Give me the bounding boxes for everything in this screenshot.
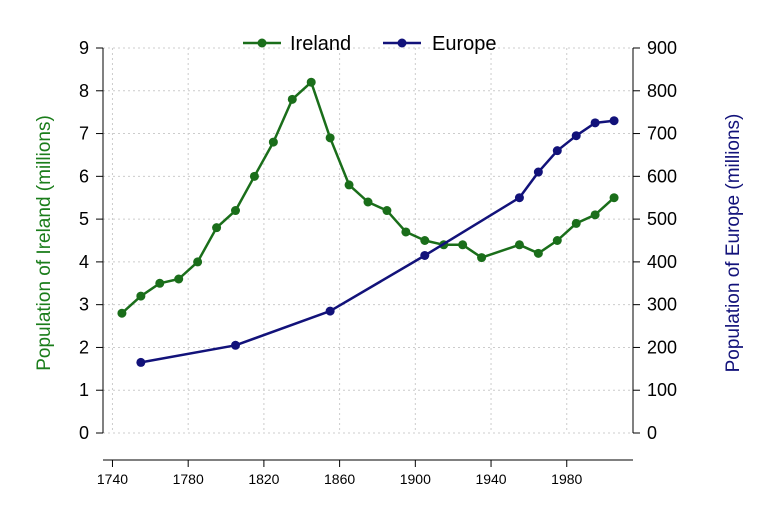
ireland-data-point: [249, 171, 259, 181]
series-layer: [117, 77, 619, 367]
ireland-data-point: [533, 248, 543, 258]
right-tick-label: 300: [647, 295, 677, 315]
x-tick-label: 1980: [551, 471, 582, 487]
right-tick-label: 600: [647, 166, 677, 186]
ireland-data-point: [420, 236, 430, 245]
ireland-data-point: [193, 257, 203, 267]
europe-series-line: [140, 119, 615, 364]
legend-europe-marker: [397, 38, 407, 48]
right-axis-title: Population of Europe (millions): [723, 114, 744, 373]
right-tick-label: 400: [647, 252, 677, 272]
ireland-data-point: [325, 133, 335, 143]
left-tick-label: 7: [79, 124, 89, 144]
x-tick-label: 1940: [475, 471, 506, 487]
ireland-data-point: [287, 94, 297, 104]
ireland-data-point: [117, 308, 127, 318]
europe-data-point: [571, 131, 581, 141]
ireland-data-point: [231, 206, 240, 216]
left-tick-label: 6: [79, 166, 89, 186]
left-axis-title: Population of Ireland (millions): [34, 115, 55, 371]
ireland-data-point: [155, 278, 165, 288]
legend-ireland-label: Ireland: [290, 33, 351, 55]
ireland-data-point: [609, 193, 619, 203]
right-tick-label: 900: [647, 38, 677, 58]
ireland-data-point: [552, 236, 562, 245]
ireland-data-point: [268, 137, 278, 147]
ireland-data-point: [571, 218, 581, 228]
left-tick-label: 8: [79, 81, 89, 101]
x-tick-label: 1860: [324, 471, 355, 487]
europe-data-point: [552, 146, 562, 156]
ticks: 0 1 2 3 4 5 6 7 8 9 0 100 200 300 400 500 600 700 800 900 17…: [79, 38, 677, 487]
right-tick-label: 800: [647, 81, 677, 101]
left-tick-label: 9: [79, 38, 89, 58]
right-tick-label: 500: [647, 209, 677, 229]
legend-ireland-marker: [257, 38, 267, 48]
europe-data-point: [514, 193, 524, 203]
ireland-data-point: [212, 223, 222, 233]
ireland-data-point: [401, 227, 411, 237]
legend-europe-label: Europe: [432, 33, 497, 55]
ireland-data-point: [458, 240, 468, 250]
ireland-data-point: [136, 291, 146, 301]
legend: Ireland Europe: [243, 33, 497, 55]
ireland-data-point: [382, 206, 392, 216]
europe-data-point: [325, 306, 335, 316]
ireland-data-point: [306, 77, 316, 87]
grid: [103, 47, 633, 434]
left-tick-label: 1: [79, 380, 89, 400]
right-tick-label: 700: [647, 124, 677, 144]
left-tick-label: 3: [79, 295, 89, 315]
right-tick-label: 0: [647, 423, 657, 443]
europe-data-point: [420, 250, 430, 260]
europe-data-point: [136, 357, 146, 367]
left-tick-label: 4: [79, 252, 89, 272]
ireland-data-point: [477, 253, 487, 263]
right-tick-label: 100: [647, 380, 677, 400]
right-tick-label: 200: [647, 337, 677, 357]
left-tick-label: 2: [79, 337, 89, 357]
left-tick-label: 0: [79, 423, 89, 443]
left-tick-label: 5: [79, 209, 89, 229]
ireland-data-point: [514, 240, 524, 250]
x-tick-label: 1780: [173, 471, 204, 487]
ireland-data-point: [590, 210, 600, 220]
ireland-data-point: [174, 274, 184, 284]
x-tick-label: 1900: [400, 471, 431, 487]
x-tick-label: 1740: [97, 471, 128, 487]
ireland-data-point: [344, 180, 354, 190]
europe-data-point: [590, 118, 600, 128]
x-tick-label: 1820: [248, 471, 279, 487]
europe-data-point: [609, 116, 619, 126]
europe-data-point: [533, 167, 543, 177]
europe-data-point: [231, 340, 240, 350]
ireland-data-point: [363, 197, 373, 207]
axes: [102, 48, 634, 461]
